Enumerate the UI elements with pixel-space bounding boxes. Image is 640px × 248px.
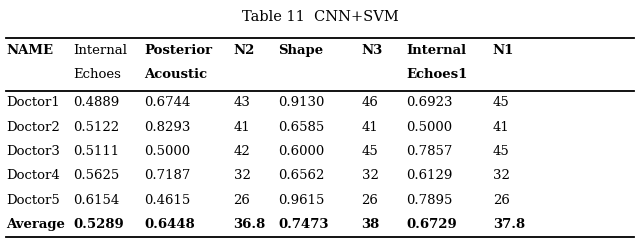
- Text: N1: N1: [493, 44, 514, 57]
- Text: 41: 41: [493, 121, 509, 134]
- Text: 42: 42: [234, 145, 250, 158]
- Text: Table 11  CNN+SVM: Table 11 CNN+SVM: [242, 10, 398, 24]
- Text: 38: 38: [362, 218, 380, 231]
- Text: 41: 41: [234, 121, 250, 134]
- Text: 0.7895: 0.7895: [406, 194, 452, 207]
- Text: 0.6448: 0.6448: [144, 218, 195, 231]
- Text: N3: N3: [362, 44, 383, 57]
- Text: Echoes1: Echoes1: [406, 68, 468, 81]
- Text: 26: 26: [493, 194, 509, 207]
- Text: Doctor3: Doctor3: [6, 145, 60, 158]
- Text: Doctor2: Doctor2: [6, 121, 60, 134]
- Text: 0.4889: 0.4889: [74, 96, 120, 109]
- Text: 41: 41: [362, 121, 378, 134]
- Text: 0.6129: 0.6129: [406, 169, 452, 182]
- Text: N2: N2: [234, 44, 255, 57]
- Text: 46: 46: [362, 96, 378, 109]
- Text: 36.8: 36.8: [234, 218, 266, 231]
- Text: 0.6923: 0.6923: [406, 96, 453, 109]
- Text: 0.6562: 0.6562: [278, 169, 324, 182]
- Text: Doctor4: Doctor4: [6, 169, 60, 182]
- Text: 43: 43: [234, 96, 250, 109]
- Text: 37.8: 37.8: [493, 218, 525, 231]
- Text: Doctor1: Doctor1: [6, 96, 60, 109]
- Text: 0.6729: 0.6729: [406, 218, 457, 231]
- Text: 0.8293: 0.8293: [144, 121, 190, 134]
- Text: 32: 32: [493, 169, 509, 182]
- Text: 0.7187: 0.7187: [144, 169, 190, 182]
- Text: Doctor5: Doctor5: [6, 194, 60, 207]
- Text: Acoustic: Acoustic: [144, 68, 207, 81]
- Text: 0.5625: 0.5625: [74, 169, 120, 182]
- Text: 0.4615: 0.4615: [144, 194, 190, 207]
- Text: 45: 45: [493, 96, 509, 109]
- Text: Average: Average: [6, 218, 65, 231]
- Text: 0.9130: 0.9130: [278, 96, 324, 109]
- Text: 0.7473: 0.7473: [278, 218, 329, 231]
- Text: Internal: Internal: [406, 44, 467, 57]
- Text: Echoes: Echoes: [74, 68, 122, 81]
- Text: 45: 45: [362, 145, 378, 158]
- Text: Posterior: Posterior: [144, 44, 212, 57]
- Text: 32: 32: [234, 169, 250, 182]
- Text: 0.9615: 0.9615: [278, 194, 324, 207]
- Text: Internal: Internal: [74, 44, 127, 57]
- Text: 26: 26: [234, 194, 250, 207]
- Text: 0.7857: 0.7857: [406, 145, 452, 158]
- Text: 45: 45: [493, 145, 509, 158]
- Text: 0.6585: 0.6585: [278, 121, 324, 134]
- Text: 26: 26: [362, 194, 378, 207]
- Text: 0.5122: 0.5122: [74, 121, 120, 134]
- Text: 0.5111: 0.5111: [74, 145, 120, 158]
- Text: NAME: NAME: [6, 44, 53, 57]
- Text: 0.6744: 0.6744: [144, 96, 190, 109]
- Text: 0.6154: 0.6154: [74, 194, 120, 207]
- Text: 0.6000: 0.6000: [278, 145, 324, 158]
- Text: 0.5289: 0.5289: [74, 218, 124, 231]
- Text: 32: 32: [362, 169, 378, 182]
- Text: Shape: Shape: [278, 44, 324, 57]
- Text: 0.5000: 0.5000: [144, 145, 190, 158]
- Text: 0.5000: 0.5000: [406, 121, 452, 134]
